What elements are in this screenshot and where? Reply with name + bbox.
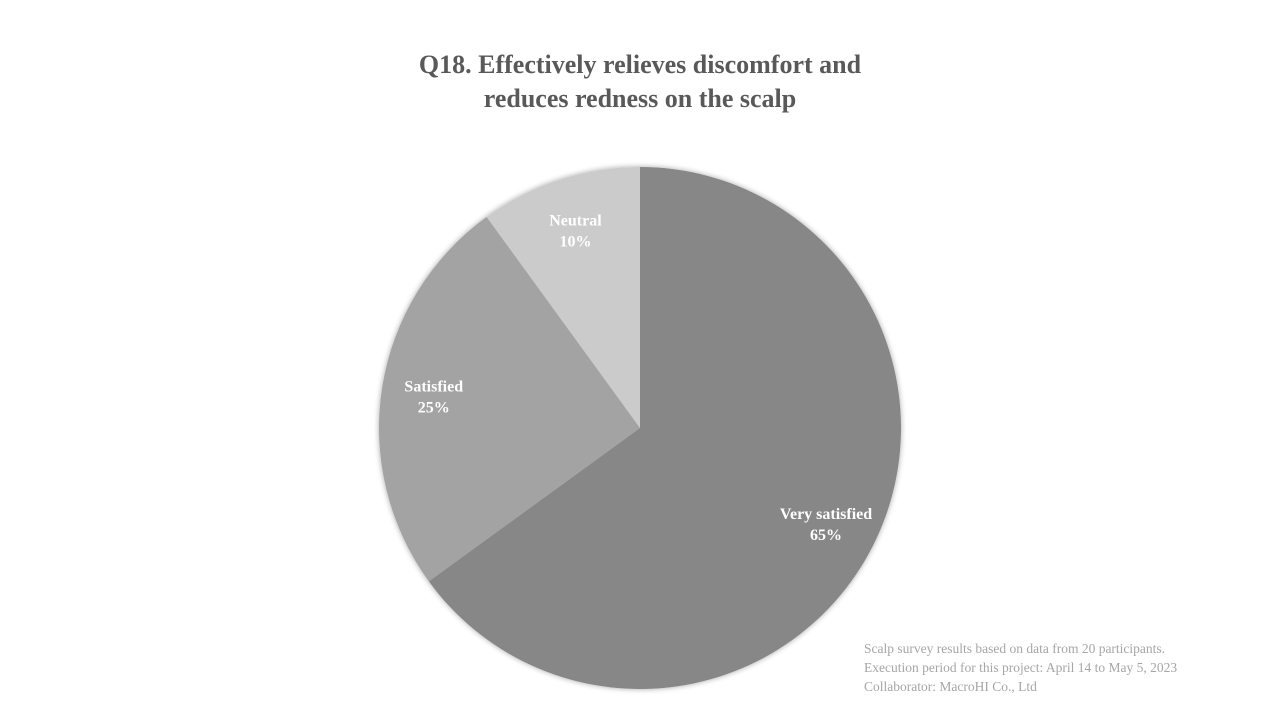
chart-title-line-1: Q18. Effectively relieves discomfort and <box>418 50 862 79</box>
slice-label-very-satisfied: Very satisfied 65% <box>780 506 872 544</box>
pie-slice-satisfied <box>378 216 640 582</box>
footnote: Scalp survey results based on data from … <box>864 639 1274 696</box>
chart-title-line-2: reduces redness on the scalp <box>483 84 797 113</box>
footnote-participants: Scalp survey results based on data from … <box>864 641 1166 656</box>
slice-value-label: 10% <box>559 233 591 250</box>
slice-category-label: Very satisfied <box>780 506 872 523</box>
pie-slice-very-satisfied <box>428 167 902 690</box>
chart-title: Q18. Effectively relieves discomfort and… <box>0 48 1280 116</box>
pie-slice-neutral <box>486 167 640 428</box>
footnote-collaborator: Collaborator: MacroHI Co., Ltd <box>864 679 1037 694</box>
slice-category-label: Satisfied <box>404 378 463 395</box>
slice-category-label: Neutral <box>549 212 602 229</box>
slice-value-label: 25% <box>418 399 450 416</box>
slice-value-label: 65% <box>810 527 842 544</box>
slice-label-satisfied: Satisfied 25% <box>404 378 463 416</box>
slice-label-neutral: Neutral 10% <box>549 212 602 250</box>
footnote-execution-period: Execution period for this project: April… <box>864 660 1178 675</box>
